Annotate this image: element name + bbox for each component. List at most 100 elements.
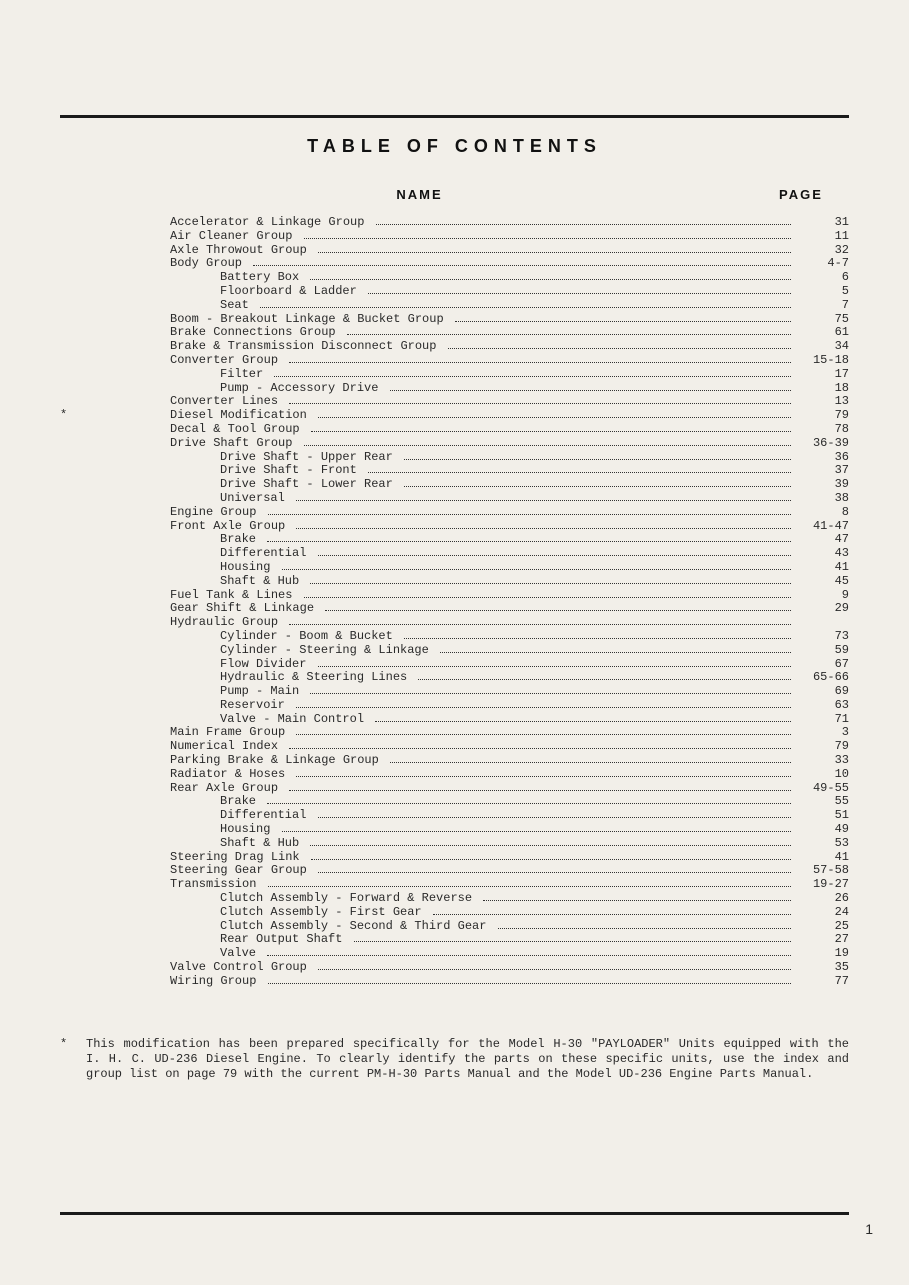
toc-page: 53 [795, 837, 849, 851]
toc-label: Body Group [170, 257, 249, 271]
toc-page: 37 [795, 464, 849, 478]
dot-leader [311, 431, 791, 432]
toc-page: 41 [795, 851, 849, 865]
toc-label: Battery Box [220, 271, 306, 285]
dot-leader [368, 472, 791, 473]
toc-label: Drive Shaft - Lower Rear [220, 478, 400, 492]
dot-leader [310, 583, 791, 584]
toc-label: Valve [220, 947, 263, 961]
toc-page: 77 [795, 975, 849, 989]
dot-leader [267, 803, 791, 804]
toc-row: Housing 41 [60, 561, 849, 575]
dot-leader [274, 376, 791, 377]
dot-leader [318, 969, 791, 970]
toc-row: Clutch Assembly - Second & Third Gear 25 [60, 920, 849, 934]
toc-page: 45 [795, 575, 849, 589]
bottom-rule [60, 1212, 849, 1215]
toc-row: Engine Group 8 [60, 506, 849, 520]
dot-leader [390, 762, 791, 763]
toc-page: 24 [795, 906, 849, 920]
toc-row: Pump - Accessory Drive 18 [60, 382, 849, 396]
toc-row: Converter Group 15-18 [60, 354, 849, 368]
toc-row: Body Group 4-7 [60, 257, 849, 271]
toc-page: 9 [795, 589, 849, 603]
dot-leader [289, 624, 791, 625]
toc-label: Shaft & Hub [220, 837, 306, 851]
toc-label: Clutch Assembly - Second & Third Gear [220, 920, 494, 934]
toc-page: 69 [795, 685, 849, 699]
toc-label: Differential [220, 809, 314, 823]
dot-leader [404, 459, 791, 460]
dot-leader [404, 486, 791, 487]
toc-row: Drive Shaft Group 36-39 [60, 437, 849, 451]
footnote-marker: * [60, 1037, 86, 1082]
toc-row: Differential 51 [60, 809, 849, 823]
toc-label: Transmission [170, 878, 264, 892]
toc-label: Diesel Modification [170, 409, 314, 423]
dot-leader [368, 293, 791, 294]
toc-page: 47 [795, 533, 849, 547]
toc-row: Filter 17 [60, 368, 849, 382]
toc-label: Flow Divider [220, 658, 314, 672]
dot-leader [304, 445, 791, 446]
toc-row: Radiator & Hoses 10 [60, 768, 849, 782]
toc-page: 29 [795, 602, 849, 616]
dot-leader [376, 224, 791, 225]
toc-label: Wiring Group [170, 975, 264, 989]
dot-leader [375, 721, 791, 722]
toc-label: Air Cleaner Group [170, 230, 300, 244]
toc-page: 71 [795, 713, 849, 727]
toc-label: Boom - Breakout Linkage & Bucket Group [170, 313, 451, 327]
dot-leader [318, 252, 791, 253]
dot-leader [354, 941, 791, 942]
toc-label: Differential [220, 547, 314, 561]
toc-label: Axle Throwout Group [170, 244, 314, 258]
toc-row: Brake 55 [60, 795, 849, 809]
dot-leader [390, 390, 791, 391]
toc-label: Shaft & Hub [220, 575, 306, 589]
toc-page: 43 [795, 547, 849, 561]
toc-row: Fuel Tank & Lines 9 [60, 589, 849, 603]
dot-leader [296, 707, 791, 708]
dot-leader [267, 955, 791, 956]
toc-page: 25 [795, 920, 849, 934]
toc-page: 5 [795, 285, 849, 299]
toc-row: Shaft & Hub 45 [60, 575, 849, 589]
toc-label: Parking Brake & Linkage Group [170, 754, 386, 768]
toc-row: Valve - Main Control 71 [60, 713, 849, 727]
toc-label: Brake Connections Group [170, 326, 343, 340]
toc-label: Valve Control Group [170, 961, 314, 975]
toc-label: Floorboard & Ladder [220, 285, 364, 299]
toc-label: Converter Lines [170, 395, 285, 409]
toc-row: Seat 7 [60, 299, 849, 313]
toc-page: 36 [795, 451, 849, 465]
toc-page: 63 [795, 699, 849, 713]
dot-leader [498, 928, 791, 929]
toc-label: Drive Shaft - Upper Rear [220, 451, 400, 465]
toc-page: 34 [795, 340, 849, 354]
toc-row: Hydraulic Group [60, 616, 849, 630]
toc-label: Seat [220, 299, 256, 313]
toc-page: 35 [795, 961, 849, 975]
toc-row: Rear Output Shaft 27 [60, 933, 849, 947]
toc-label: Gear Shift & Linkage [170, 602, 321, 616]
toc-label: Housing [220, 823, 278, 837]
toc-label: Brake [220, 795, 263, 809]
dot-leader [325, 610, 791, 611]
toc-label: Fuel Tank & Lines [170, 589, 300, 603]
toc-row: Gear Shift & Linkage 29 [60, 602, 849, 616]
toc-page: 18 [795, 382, 849, 396]
dot-leader [318, 817, 791, 818]
toc-row: Front Axle Group 41-47 [60, 520, 849, 534]
toc-label: Steering Gear Group [170, 864, 314, 878]
page-number: 1 [865, 1221, 873, 1237]
toc-label: Numerical Index [170, 740, 285, 754]
column-headers: NAME PAGE [60, 187, 849, 202]
toc-label: Cylinder - Steering & Linkage [220, 644, 436, 658]
dot-leader [433, 914, 791, 915]
dot-leader [404, 638, 791, 639]
toc-label: Drive Shaft - Front [220, 464, 364, 478]
toc-label: Brake [220, 533, 263, 547]
dot-leader [296, 528, 791, 529]
dot-leader [289, 403, 791, 404]
